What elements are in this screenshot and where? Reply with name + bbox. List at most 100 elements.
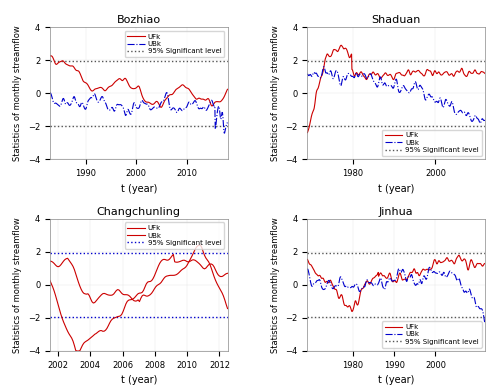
UBk xyxy=(126,110,132,114)
UBk xyxy=(390,279,396,284)
UBk xyxy=(47,90,53,95)
UBk xyxy=(53,101,59,106)
UFk xyxy=(194,97,200,101)
UBk xyxy=(304,71,310,76)
Line: UFk: UFk xyxy=(308,255,485,312)
UBk xyxy=(47,259,53,263)
UFk xyxy=(224,271,230,276)
UFk xyxy=(47,278,53,283)
UBk xyxy=(164,90,170,95)
UBk xyxy=(478,118,484,122)
X-axis label: t (year): t (year) xyxy=(120,184,157,194)
Y-axis label: Statistics of monthly streamflow: Statistics of monthly streamflow xyxy=(271,217,280,353)
UFk xyxy=(482,71,488,76)
UBk xyxy=(134,106,140,111)
UBk xyxy=(321,64,327,69)
UBk xyxy=(222,131,228,135)
UFk xyxy=(349,309,355,314)
Title: Bozhiao: Bozhiao xyxy=(116,15,161,25)
UFk xyxy=(194,259,200,264)
UFk xyxy=(304,257,310,262)
UFk xyxy=(54,62,60,67)
UFk xyxy=(106,84,112,89)
Title: Shaduan: Shaduan xyxy=(372,15,421,25)
UBk xyxy=(190,253,196,258)
UFk xyxy=(401,277,407,282)
UBk xyxy=(410,85,416,89)
UBk xyxy=(410,278,416,283)
Line: UBk: UBk xyxy=(50,92,228,133)
Line: UFk: UFk xyxy=(50,56,228,107)
UBk xyxy=(106,108,112,112)
UBk xyxy=(304,266,310,271)
Legend: UFk, UBk, 95% Significant level: UFk, UBk, 95% Significant level xyxy=(382,129,482,156)
UFk xyxy=(158,105,164,110)
Y-axis label: Statistics of monthly streamflow: Statistics of monthly streamflow xyxy=(14,25,22,161)
UBk xyxy=(224,306,230,311)
UFk xyxy=(224,87,230,92)
UFk xyxy=(450,261,456,265)
UFk xyxy=(450,74,456,78)
UBk xyxy=(450,105,456,110)
UFk xyxy=(126,84,132,89)
UBk xyxy=(477,121,483,126)
UFk xyxy=(389,278,395,283)
Y-axis label: Statistics of monthly streamflow: Statistics of monthly streamflow xyxy=(14,217,22,353)
UFk xyxy=(218,99,224,104)
UBk xyxy=(426,265,432,269)
Line: UFk: UFk xyxy=(308,45,485,133)
UBk xyxy=(450,271,456,276)
UFk xyxy=(478,69,484,74)
UBk xyxy=(190,250,196,255)
UBk xyxy=(478,307,484,311)
Line: UBk: UBk xyxy=(308,67,485,123)
UFk xyxy=(192,258,198,262)
UFk xyxy=(62,323,68,328)
UFk xyxy=(478,262,484,267)
Legend: UFk, UBk, 95% Significant level: UFk, UBk, 95% Significant level xyxy=(382,321,482,347)
UFk xyxy=(74,349,80,353)
UBk xyxy=(68,262,74,266)
UBk xyxy=(400,268,406,273)
Legend: UFk, UBk, 95% Significant level: UFk, UBk, 95% Significant level xyxy=(124,222,224,249)
UFk xyxy=(135,84,141,89)
UFk xyxy=(338,43,344,48)
X-axis label: t (year): t (year) xyxy=(120,375,157,385)
UFk xyxy=(102,328,108,333)
UFk xyxy=(304,130,310,135)
UBk xyxy=(401,83,407,88)
X-axis label: t (year): t (year) xyxy=(378,184,414,194)
Title: Jinhua: Jinhua xyxy=(379,207,414,217)
UFk xyxy=(170,252,176,257)
UFk xyxy=(390,77,396,82)
UBk xyxy=(390,86,396,90)
UFk xyxy=(108,318,114,323)
UBk xyxy=(482,118,488,123)
Title: Changchunling: Changchunling xyxy=(97,207,181,217)
Y-axis label: Statistics of monthly streamflow: Statistics of monthly streamflow xyxy=(271,25,280,161)
X-axis label: t (year): t (year) xyxy=(378,375,414,385)
UFk xyxy=(401,73,407,78)
UFk xyxy=(410,268,416,272)
UBk xyxy=(198,243,203,247)
UBk xyxy=(106,293,112,298)
UFk xyxy=(390,279,396,284)
UFk xyxy=(482,261,488,266)
UBk xyxy=(62,257,68,262)
UFk xyxy=(48,53,54,58)
UFk xyxy=(47,53,53,58)
UBk xyxy=(482,321,488,326)
UBk xyxy=(194,101,200,106)
UBk xyxy=(224,121,230,126)
UFk xyxy=(68,336,74,340)
UBk xyxy=(389,278,395,283)
UBk xyxy=(101,291,107,296)
UBk xyxy=(218,115,224,120)
Legend: UFk, UBk, 95% Significant level: UFk, UBk, 95% Significant level xyxy=(124,31,224,57)
Line: UBk: UBk xyxy=(50,245,228,308)
UBk xyxy=(389,85,395,89)
UFk xyxy=(456,253,462,258)
UFk xyxy=(410,69,416,73)
UFk xyxy=(389,75,395,80)
Line: UFk: UFk xyxy=(50,254,228,351)
